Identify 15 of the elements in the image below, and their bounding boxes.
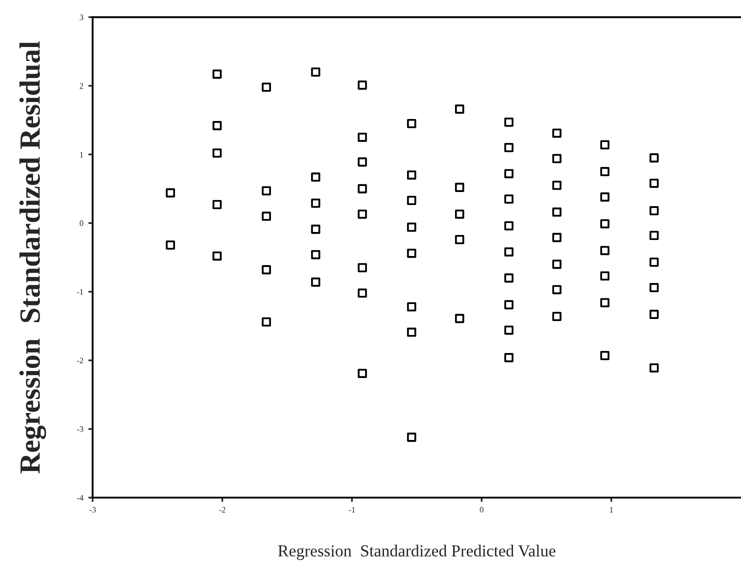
x-tick-label: -1 xyxy=(348,506,355,512)
y-tick-label: 3 xyxy=(80,14,84,20)
y-tick-label: -3 xyxy=(76,426,84,432)
y-tick-label: 1 xyxy=(80,152,84,158)
y-tick-label: 0 xyxy=(80,220,84,226)
y-tick-label: -2 xyxy=(76,358,84,364)
x-tick-label: 0 xyxy=(480,506,484,513)
x-tick-label: -3 xyxy=(89,506,96,513)
y-tick-label: 2 xyxy=(80,83,84,89)
x-tick-label: 1 xyxy=(610,506,613,512)
y-axis-title: Regression Standardized Residual xyxy=(19,41,46,474)
x-axis-title: Regression Standardized Predicted Value xyxy=(278,544,556,560)
y-tick-label: -4 xyxy=(76,495,84,501)
x-tick-label: -2 xyxy=(219,506,226,512)
y-tick-label: -1 xyxy=(76,289,84,295)
